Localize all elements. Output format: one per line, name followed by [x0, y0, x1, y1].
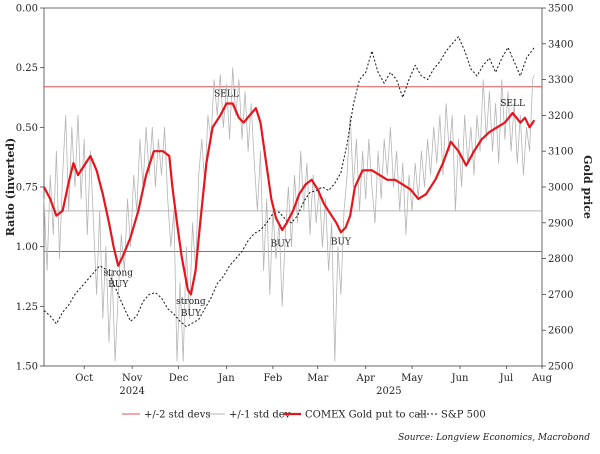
left-axis: 0.00 0.25 0.50 0.75 1.00 1.25 1.50: [16, 4, 44, 373]
right-tick-label: 2700: [548, 290, 573, 301]
x-tick-label: Nov: [122, 373, 143, 384]
x-tick-label: Aug: [531, 373, 553, 384]
annotation-label: SELL: [214, 89, 239, 99]
reference-lines: [44, 86, 542, 252]
legend-label: COMEX Gold put to call: [305, 410, 427, 421]
x-tick-label: Jul: [499, 373, 514, 384]
series-layer: [43, 36, 536, 362]
left-tick-label: 0.00: [16, 4, 38, 15]
right-tick-label: 3300: [548, 75, 573, 86]
right-tick-label: 2500: [548, 362, 573, 373]
x-year-label: 2024: [119, 386, 144, 397]
annotation-label: SELL: [500, 99, 525, 109]
left-tick-label: 0.75: [16, 183, 38, 194]
right-axis-title: Gold price: [581, 155, 594, 219]
annotation-label: BUY: [181, 309, 202, 319]
annotation-label: strong: [176, 297, 206, 307]
right-tick-label: 2800: [548, 254, 573, 265]
x-tick-label: Jan: [217, 373, 235, 384]
legend-label: S&P 500: [441, 410, 486, 421]
x-tick-label: Mar: [307, 373, 328, 384]
right-tick-label: 2600: [548, 326, 573, 337]
right-tick-label: 3500: [548, 4, 573, 15]
annotation-label: BUY: [271, 240, 292, 250]
left-axis-title: Ratio (inverted): [4, 138, 17, 237]
series-gold-put-call: [43, 102, 536, 296]
x-tick-label: Apr: [355, 373, 375, 384]
source-note: Source: Longview Economics, Macrobond: [398, 433, 590, 443]
right-tick-label: 2900: [548, 218, 573, 229]
x-year-label: 2025: [376, 386, 401, 397]
annotations: SELL SELL BUY BUY strong BUY strong BUY: [103, 89, 524, 319]
legend: +/-2 std devs +/-1 std dev COMEX Gold put …: [122, 410, 486, 421]
series-sp500: [43, 36, 535, 328]
annotation-label: BUY: [108, 280, 129, 290]
plot-frame: [43, 7, 543, 367]
right-tick-label: 3100: [548, 147, 573, 158]
left-tick-label: 1.25: [16, 302, 38, 313]
series-daily-ratio: [43, 67, 535, 362]
x-tick-label: May: [401, 373, 423, 384]
legend-label: +/-2 std devs: [144, 410, 211, 421]
x-tick-label: Feb: [264, 373, 283, 384]
annotation-label: strong: [103, 268, 133, 278]
left-tick-label: 0.50: [16, 123, 38, 134]
right-tick-label: 3400: [548, 39, 573, 50]
annotation-label: BUY: [331, 237, 352, 247]
left-tick-label: 0.25: [16, 63, 38, 74]
right-tick-label: 3200: [548, 111, 573, 122]
x-tick-label: Dec: [169, 373, 189, 384]
x-tick-label: Jun: [451, 373, 469, 384]
x-tick-label: Oct: [75, 373, 93, 384]
right-axis: 2500 2600 2700 2800 2900 3000 3100 3200 3300 3400…: [542, 4, 573, 373]
x-axis: Oct Nov Dec Jan Feb Mar Apr May Jun Jul Aug 2024 202…: [75, 366, 553, 397]
left-tick-label: 1.50: [16, 362, 38, 373]
right-tick-label: 3000: [548, 183, 573, 194]
legend-label: +/-1 std dev: [229, 410, 291, 421]
left-tick-label: 1.00: [16, 242, 38, 253]
